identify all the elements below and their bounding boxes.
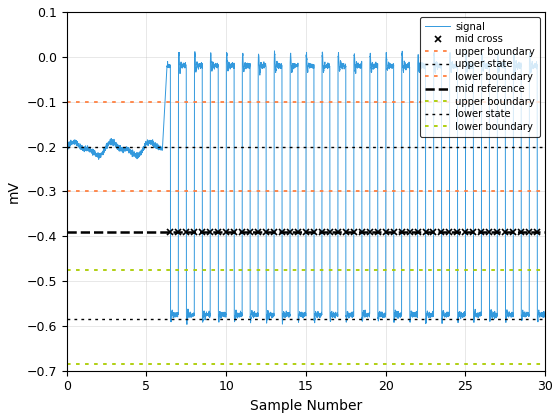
- mid cross: [207, 229, 213, 234]
- signal: [375, 315, 381, 320]
- signal: [246, 66, 253, 71]
- signal: [184, 322, 190, 327]
- mid cross: [486, 229, 493, 234]
- mid cross: [422, 229, 429, 234]
- mid cross: [326, 229, 333, 234]
- lower state: [63, 317, 70, 322]
- mid cross: [462, 229, 469, 234]
- mid cross: [382, 229, 389, 234]
- mid cross: [358, 229, 365, 234]
- mid cross: [183, 229, 190, 234]
- mid cross: [406, 229, 413, 234]
- mid cross: [374, 229, 381, 234]
- mid cross: [311, 229, 318, 234]
- mid cross: [534, 229, 540, 234]
- signal: [271, 48, 278, 53]
- mid cross: [430, 229, 437, 234]
- upper state: [63, 144, 70, 149]
- mid cross: [287, 229, 293, 234]
- mid cross: [191, 229, 198, 234]
- mid cross: [526, 229, 533, 234]
- signal: [457, 315, 464, 320]
- mid cross: [342, 229, 349, 234]
- mid cross: [255, 229, 262, 234]
- upper boundary: [63, 99, 70, 104]
- mid cross: [175, 229, 181, 234]
- Legend: signal, mid cross, upper boundary, upper state, lower boundary, mid reference, u: signal, mid cross, upper boundary, upper…: [421, 17, 540, 137]
- mid cross: [502, 229, 508, 234]
- mid cross: [470, 229, 477, 234]
- mid cross: [494, 229, 501, 234]
- mid cross: [351, 229, 357, 234]
- mid cross: [270, 229, 277, 234]
- signal: [542, 312, 548, 317]
- mid cross: [454, 229, 461, 234]
- signal: [150, 140, 157, 145]
- Line: mid cross: mid cross: [167, 228, 540, 235]
- mid cross: [247, 229, 254, 234]
- mid cross: [215, 229, 222, 234]
- lower state: [80, 317, 86, 322]
- Line: signal: signal: [67, 51, 545, 324]
- mid cross: [438, 229, 445, 234]
- mid cross: [334, 229, 341, 234]
- mid cross: [478, 229, 485, 234]
- upper boundary: [80, 268, 86, 273]
- signal: [63, 144, 70, 149]
- lower boundary: [80, 189, 86, 194]
- mid cross: [295, 229, 301, 234]
- lower boundary: [80, 362, 86, 367]
- upper state: [80, 144, 86, 149]
- mid reference: [63, 229, 70, 234]
- mid cross: [446, 229, 453, 234]
- mid cross: [279, 229, 286, 234]
- signal: [351, 61, 357, 66]
- mid cross: [231, 229, 237, 234]
- upper boundary: [80, 99, 86, 104]
- lower boundary: [63, 362, 70, 367]
- mid cross: [223, 229, 230, 234]
- mid cross: [390, 229, 397, 234]
- mid cross: [414, 229, 421, 234]
- mid cross: [239, 229, 245, 234]
- mid cross: [510, 229, 516, 234]
- signal: [421, 62, 427, 67]
- X-axis label: Sample Number: Sample Number: [250, 399, 362, 413]
- mid cross: [518, 229, 525, 234]
- Y-axis label: mV: mV: [7, 180, 21, 203]
- mid cross: [398, 229, 405, 234]
- mid cross: [263, 229, 269, 234]
- mid cross: [366, 229, 373, 234]
- mid cross: [302, 229, 309, 234]
- lower boundary: [63, 189, 70, 194]
- mid cross: [199, 229, 206, 234]
- mid cross: [319, 229, 325, 234]
- mid reference: [80, 229, 86, 234]
- upper boundary: [63, 268, 70, 273]
- mid cross: [167, 229, 174, 234]
